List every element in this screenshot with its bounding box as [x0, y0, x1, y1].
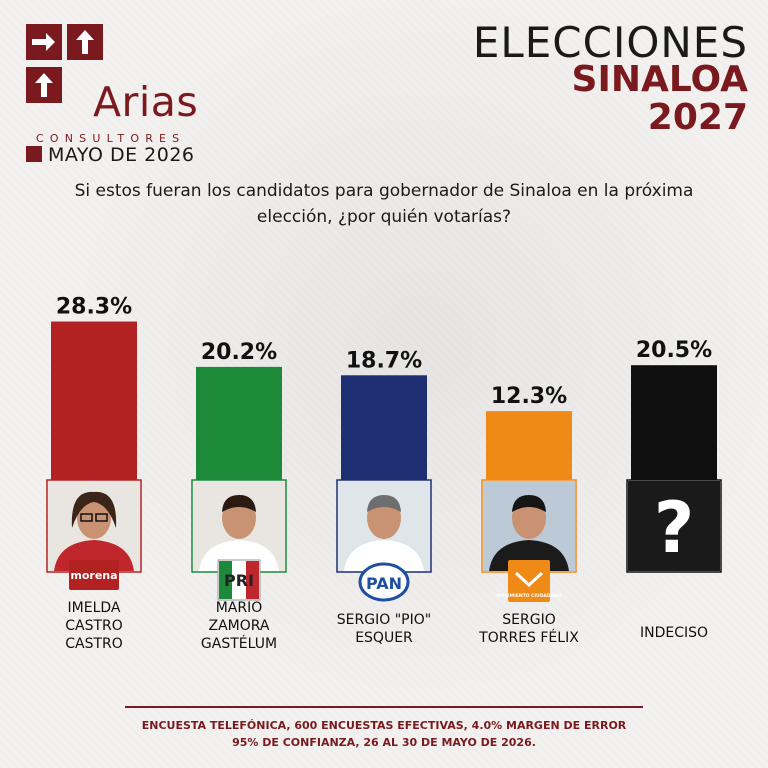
candidate-name-line: CASTRO: [65, 636, 123, 652]
title-elecciones: ELECCIONES: [472, 18, 748, 67]
bar: [631, 365, 717, 480]
candidate-shoulders: [344, 540, 424, 571]
candidate-name-line: GASTÉLUM: [201, 635, 277, 652]
title-year: 2027: [647, 97, 748, 138]
question-mark-icon: ?: [654, 487, 695, 569]
candidate-hair: [222, 495, 256, 512]
bar: [341, 375, 427, 480]
value-label: 20.2%: [201, 340, 277, 365]
candidate-name-line: INDECISO: [640, 625, 708, 641]
candidate-name-line: MARIO: [216, 600, 263, 616]
brand-subtitle: CONSULTORES: [36, 132, 186, 145]
candidate-hair: [512, 495, 546, 512]
candidate-hair: [71, 491, 117, 528]
bar: [486, 411, 572, 480]
party-badge-label: morena: [70, 569, 117, 582]
footer-divider: [125, 706, 643, 708]
morena-logo-icon: [69, 560, 119, 590]
candidate-name-line: ZAMORA: [208, 618, 269, 634]
candidate-name-line: TORRES FÉLIX: [478, 629, 579, 646]
value-label: 20.5%: [636, 338, 712, 363]
mc-logo-icon: [508, 560, 550, 602]
methodology-line-1: ENCUESTA TELEFÓNICA, 600 ENCUESTAS EFECT…: [141, 719, 627, 732]
value-label: 18.7%: [346, 348, 422, 373]
bar: [51, 321, 137, 480]
date-marker: [26, 146, 42, 162]
undecided-background: [628, 481, 720, 571]
survey-date: MAYO DE 2026: [48, 144, 195, 166]
candidate-hair: [367, 495, 401, 512]
candidate-name-line: IMELDA: [68, 600, 121, 616]
party-badge-label: MOVIMIENTO CIUDADANO: [496, 593, 562, 599]
arias-logo: Arias CONSULTORES MAYO DE 2026: [26, 24, 226, 166]
arrow-right-icon: [26, 24, 62, 60]
candidate-face: [77, 497, 111, 539]
glasses: [80, 513, 93, 522]
title-sinaloa: SINALOA: [571, 59, 748, 100]
value-label: 28.3%: [56, 295, 132, 320]
pan-logo-icon: [358, 562, 410, 602]
candidate-name-line: ESQUER: [355, 630, 413, 646]
methodology-line-2: 95% DE CONFIANZA, 26 AL 30 DE MAYO DE 20…: [232, 736, 536, 749]
survey-question: Si estos fueran los candidatos para gobe…: [74, 181, 694, 227]
candidate-name-line: SERGIO: [502, 612, 555, 628]
arrow-up-icon: [26, 67, 62, 103]
party-badge-label: PRI: [224, 571, 254, 590]
pri-red: [246, 561, 259, 599]
bar: [196, 366, 282, 480]
brand-name: Arias: [93, 78, 199, 126]
mc-bird-icon: [514, 571, 544, 588]
candidate-name-line: SERGIO "PIO": [337, 612, 431, 628]
candidate-name-line: CASTRO: [65, 618, 123, 634]
glasses: [95, 513, 108, 522]
arrow-up-icon: [67, 24, 103, 60]
value-label: 12.3%: [491, 384, 567, 409]
methodology-note: ENCUESTA TELEFÓNICA, 600 ENCUESTAS EFECT…: [60, 717, 708, 751]
party-badge-label: PAN: [366, 574, 402, 593]
pri-green: [219, 561, 232, 599]
